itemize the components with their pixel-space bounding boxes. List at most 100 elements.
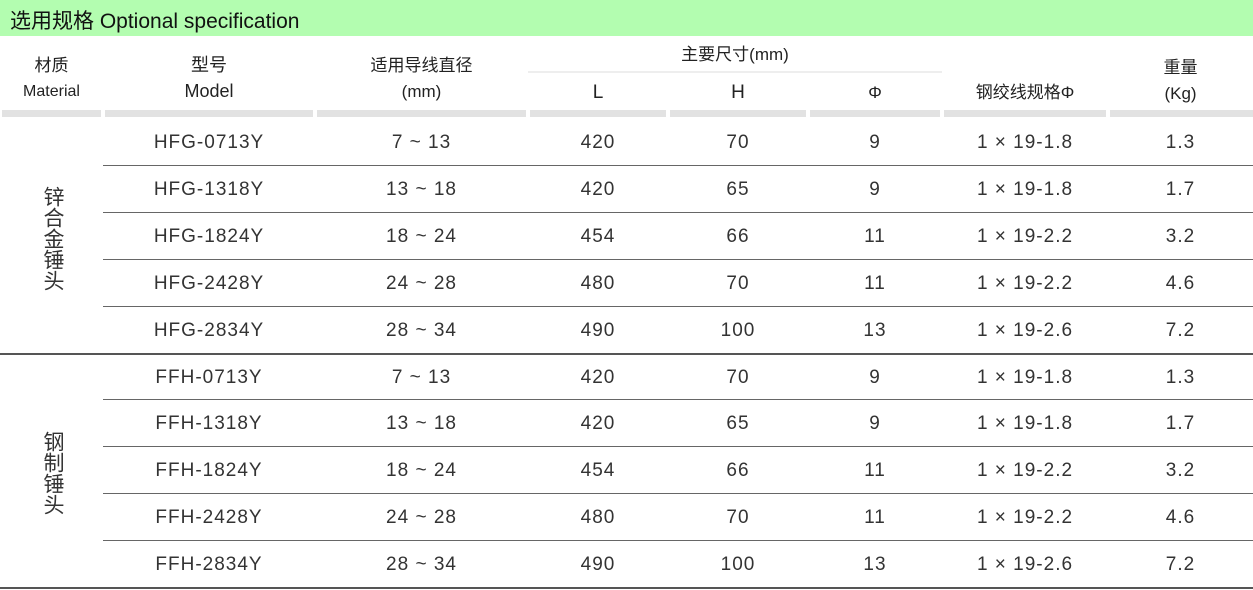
cell-H: 70	[726, 272, 750, 294]
cell-strand: 1 × 19-2.2	[976, 460, 1074, 482]
table-row: HFG-2834Y 28 ~ 34 490 100 13 1 × 19-2.6 7.2	[0, 307, 1253, 354]
header-bar	[530, 110, 666, 117]
table-row: HFG-1824Y 18 ~ 24 454 66 11 1 × 19-2.2 3.2	[0, 213, 1253, 260]
material-label: 钢制锤头	[41, 430, 64, 515]
table-row: FFH-1318Y 13 ~ 18 420 65 9 1 × 19-1.8 1.7	[0, 400, 1253, 447]
header-material-cn: 材质	[34, 56, 69, 75]
header-bar	[1110, 110, 1253, 117]
cell-L: 480	[580, 507, 616, 529]
table-row: HFG-2428Y 24 ~ 28 480 70 11 1 × 19-2.2 4.6	[0, 260, 1253, 307]
row-divider	[103, 259, 1253, 260]
cell-diameter: 13 ~ 18	[386, 413, 457, 435]
cell-model: HFG-1318Y	[153, 178, 265, 200]
cell-weight: 1.3	[1165, 132, 1196, 153]
cell-weight: 1.3	[1165, 366, 1196, 388]
header-diameter-cn: 适用导线直径	[370, 56, 473, 75]
cell-diameter: 7 ~ 13	[391, 366, 452, 388]
cell-H: 65	[726, 178, 750, 200]
cell-strand: 1 × 19-1.8	[976, 366, 1074, 388]
header-weight-unit: (Kg)	[1164, 84, 1197, 103]
cell-diameter: 13 ~ 18	[386, 178, 457, 200]
cell-phi: 11	[864, 225, 886, 247]
cell-weight: 1.7	[1165, 413, 1196, 435]
cell-model: FFH-0713Y	[155, 366, 263, 388]
cell-diameter: 18 ~ 24	[386, 225, 457, 247]
cell-model: HFG-2428Y	[153, 272, 265, 294]
cell-weight: 3.2	[1165, 225, 1196, 247]
header-model-cn: 型号	[191, 55, 227, 75]
cell-H: 70	[726, 366, 750, 388]
cell-phi: 13	[863, 554, 887, 576]
cell-phi: 9	[869, 366, 881, 388]
table-row: FFH-0713Y 7 ~ 13 420 70 9 1 × 19-1.8 1.3	[0, 354, 1253, 401]
cell-phi: 11	[864, 272, 886, 294]
cell-H: 70	[726, 132, 750, 153]
cell-L: 454	[580, 225, 616, 247]
header-bar	[2, 110, 101, 117]
cell-strand: 1 × 19-1.8	[976, 413, 1074, 435]
cell-L: 490	[580, 554, 616, 576]
header-strand: 钢绞线规格Φ	[975, 83, 1075, 102]
cell-L: 454	[580, 460, 616, 482]
header-model: 型号 Model	[103, 52, 315, 104]
cell-strand: 1 × 19-1.8	[976, 132, 1074, 153]
cell-model: HFG-1824Y	[153, 225, 265, 247]
cell-phi: 9	[869, 178, 881, 200]
header-weight-cn: 重量	[1163, 58, 1198, 77]
header-bar	[944, 110, 1106, 117]
row-divider	[103, 493, 1253, 494]
cell-H: 100	[720, 319, 756, 341]
cell-model: FFH-2834Y	[155, 554, 263, 576]
cell-phi: 13	[863, 319, 887, 341]
cell-weight: 1.7	[1165, 178, 1196, 200]
cell-H: 66	[726, 225, 750, 247]
header-model-en: Model	[184, 81, 234, 101]
cell-model: FFH-1824Y	[155, 460, 263, 482]
header-divider	[528, 71, 942, 73]
header-L: L	[592, 82, 604, 103]
row-divider	[103, 165, 1253, 166]
row-divider	[103, 540, 1253, 541]
cell-diameter: 18 ~ 24	[386, 460, 457, 482]
cell-model: HFG-2834Y	[153, 319, 265, 341]
header-bar	[810, 110, 940, 117]
row-divider	[103, 446, 1253, 447]
cell-L: 420	[580, 413, 616, 435]
cell-model: FFH-2428Y	[155, 507, 263, 529]
group-divider	[0, 353, 1253, 355]
cell-weight: 3.2	[1165, 460, 1196, 482]
cell-L: 420	[580, 178, 616, 200]
header-bar	[105, 110, 313, 117]
header-phi: Φ	[868, 83, 882, 102]
cell-diameter: 24 ~ 28	[386, 272, 457, 294]
header-bar	[670, 110, 806, 117]
cell-phi: 11	[864, 507, 886, 529]
group-divider	[0, 587, 1253, 589]
row-divider	[103, 306, 1253, 307]
material-label: 锌合金锤头	[41, 185, 64, 291]
cell-diameter: 24 ~ 28	[386, 507, 457, 529]
row-divider	[103, 212, 1253, 213]
section-title: 选用规格 Optional specification	[10, 10, 300, 33]
cell-diameter: 28 ~ 34	[386, 319, 457, 341]
cell-H: 66	[726, 460, 750, 482]
cell-strand: 1 × 19-2.2	[976, 272, 1074, 294]
cell-H: 100	[720, 554, 756, 576]
cell-strand: 1 × 19-2.2	[976, 225, 1074, 247]
cell-H: 70	[726, 507, 750, 529]
table-row: FFH-1824Y 18 ~ 24 454 66 11 1 × 19-2.2 3.2	[0, 447, 1253, 494]
cell-weight: 7.2	[1165, 319, 1196, 341]
header-material-en: Material	[23, 83, 80, 100]
cell-weight: 4.6	[1165, 272, 1196, 294]
cell-L: 490	[580, 319, 616, 341]
header-dims: 主要尺寸(mm)	[681, 45, 789, 64]
cell-strand: 1 × 19-2.6	[976, 554, 1074, 576]
cell-phi: 9	[869, 413, 881, 435]
cell-weight: 7.2	[1165, 554, 1196, 576]
cell-phi: 9	[869, 132, 881, 153]
section-title-bar: 选用规格 Optional specification	[0, 0, 1253, 36]
cell-L: 480	[580, 272, 616, 294]
table-row: FFH-2834Y 28 ~ 34 490 100 13 1 × 19-2.6 7.2	[0, 541, 1253, 588]
cell-phi: 11	[864, 460, 886, 482]
cell-model: FFH-1318Y	[155, 413, 263, 435]
